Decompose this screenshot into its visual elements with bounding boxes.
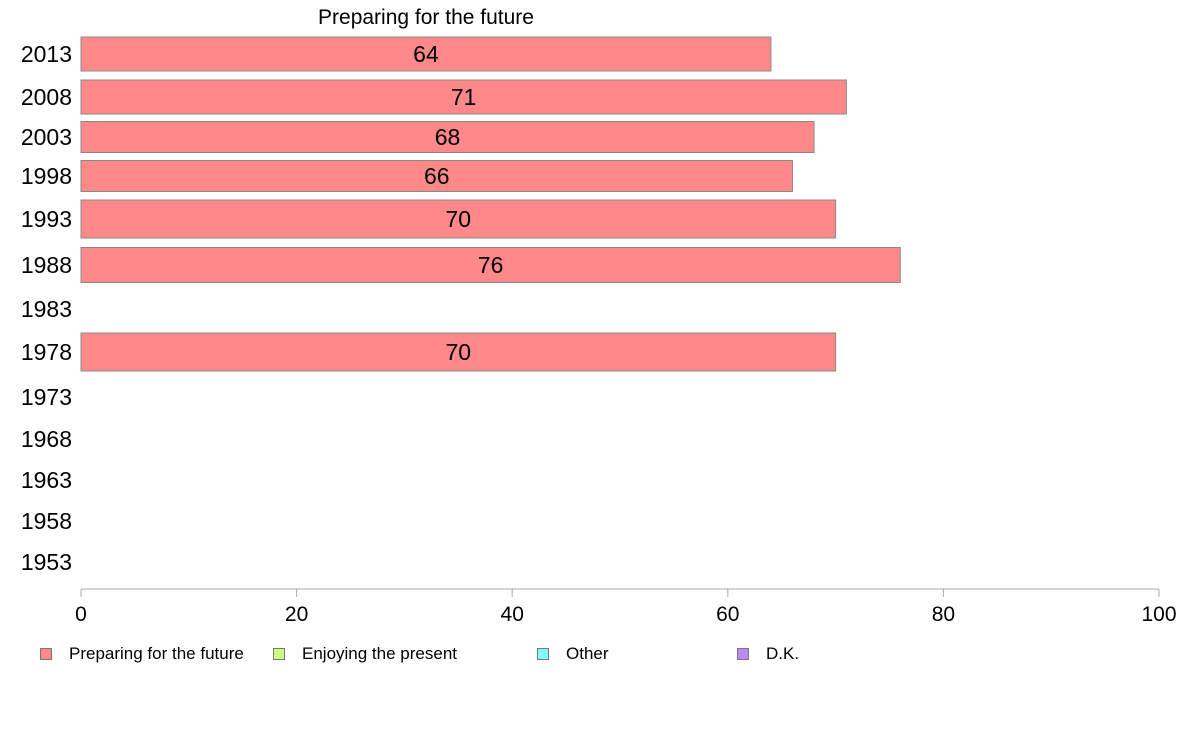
legend-swatch (737, 648, 749, 660)
category-label: 2008 (21, 84, 72, 110)
x-tick-label: 20 (285, 603, 308, 626)
bar (80, 332, 837, 372)
bar (80, 247, 901, 283)
x-tick-label: 100 (1141, 603, 1176, 626)
legend-label: Other (566, 644, 609, 663)
legend-item: Other (537, 642, 609, 666)
x-tick-label: 60 (716, 603, 739, 626)
legend-item: D.K. (737, 642, 799, 666)
bar-chart: 2013 2008 2003 1998 1993 1988 1983 1978 1973 1968… (21, 36, 1177, 626)
category-label: 1958 (21, 508, 72, 534)
legend-label: D.K. (766, 644, 800, 663)
data-label: 70 (446, 339, 472, 365)
bar (80, 160, 793, 192)
legend-label: Preparing for the future (69, 644, 244, 663)
chart-title: Preparing for the future (318, 6, 534, 29)
data-label: 66 (424, 163, 450, 189)
category-label: 1998 (21, 163, 72, 189)
category-label: 1988 (21, 252, 72, 278)
data-label: 70 (446, 206, 472, 232)
data-label: 68 (435, 124, 461, 150)
x-tick-label: 80 (932, 603, 955, 626)
bar (80, 79, 847, 115)
category-label: 1968 (21, 426, 72, 452)
legend-item: Preparing for the future (40, 642, 244, 666)
data-label: 76 (478, 252, 504, 278)
category-label: 1983 (21, 296, 72, 322)
x-tick-label: 0 (75, 603, 87, 626)
legend-label: Enjoying the present (302, 644, 457, 663)
bar (80, 199, 837, 239)
category-label: 1953 (21, 549, 72, 575)
category-label: 1978 (21, 339, 72, 365)
x-tick-label: 40 (501, 603, 524, 626)
category-label: 2003 (21, 124, 72, 150)
legend-item: Enjoying the present (273, 642, 457, 666)
category-label: 1963 (21, 467, 72, 493)
data-label: 64 (413, 41, 439, 67)
legend-swatch (273, 648, 285, 660)
category-label: 1993 (21, 206, 72, 232)
bar (80, 121, 815, 153)
category-label: 1973 (21, 384, 72, 410)
legend-swatch (537, 648, 549, 660)
category-label: 2013 (21, 41, 72, 67)
bar (80, 36, 772, 72)
data-label: 71 (451, 84, 477, 110)
legend: Preparing for the future Enjoying the pre… (40, 642, 1140, 666)
legend-swatch (40, 648, 52, 660)
